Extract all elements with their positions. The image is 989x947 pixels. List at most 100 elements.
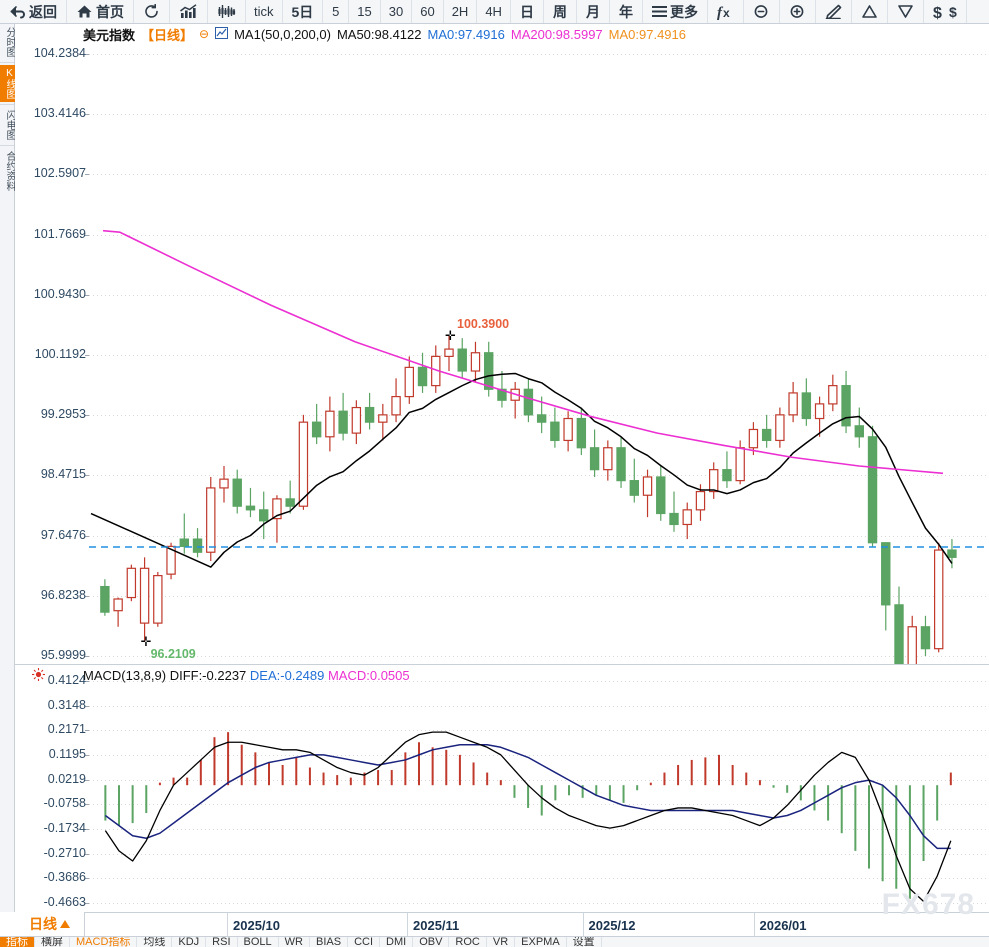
home-button[interactable]: 首页 [67,0,134,23]
y-tick [85,853,89,855]
draw-triangle-up-button[interactable] [852,0,888,23]
collapse-icon[interactable]: ⊖ [199,27,210,41]
currency-button[interactable]: $ $ [924,0,967,23]
gridline [89,174,989,176]
bottom-bar-item-5[interactable]: RSI [206,937,238,947]
y-tick [85,595,89,597]
period-year-button[interactable]: 年 [610,0,643,23]
zoom-in-button[interactable] [780,0,816,23]
svg-text:f: f [717,5,724,20]
period-30min-button[interactable]: 30 [381,0,413,23]
bottom-bar-item-6[interactable]: BOLL [238,937,279,947]
draw-pencil-button[interactable] [816,0,852,23]
x-axis-label: 2025/11 [413,918,460,933]
y-tick [85,234,89,236]
annotation-marker: ✛ [445,328,456,344]
y-axis-label: 104.2384 [33,46,86,60]
bottom-bar-item-13[interactable]: VR [487,937,516,947]
chart-type-bar-button[interactable] [170,0,208,23]
period-tick-button[interactable]: tick [246,0,283,23]
period-60min-button[interactable]: 60 [412,0,444,23]
ma200-value: MA200:98.5997 [510,26,603,42]
price-chart-pane[interactable]: 美元指数 【日线】 ⊖ MA1(50,0,200,0) MA50:98.4122… [15,24,989,708]
y-tick [85,656,89,657]
period-2h-button[interactable]: 2H [444,0,478,23]
bottom-bar-item-2[interactable]: MACD指标 [70,937,138,947]
bottom-bar-item-12[interactable]: ROC [449,937,487,947]
period-5day-button[interactable]: 5日 [283,0,324,23]
macd-dea-value: DEA:-0.2489 [249,668,325,683]
gridline [89,354,989,356]
bottom-bar-item-4[interactable]: KDJ [172,937,207,947]
y-axis-label: 96.8238 [40,587,86,602]
svg-text:$: $ [933,5,942,20]
macd-y-axis-label: -0.0758 [43,796,86,811]
symbol-name: 美元指数 [83,27,136,43]
y-axis-label: 103.4146 [33,106,86,121]
gridline [89,294,989,296]
indicator-icon[interactable] [215,26,229,42]
macd-pane[interactable]: MACD(13,8,9) DIFF:-0.2237 DEA:-0.2489 MA… [15,664,989,912]
sidebar-item-contract[interactable]: 合约资料 [4,151,15,191]
y-tick [85,755,89,756]
more-button[interactable]: 更多 [643,0,708,23]
gridline [89,656,989,657]
symbol-period: 【日线】 [141,27,194,43]
triangle-up-icon [861,4,878,19]
bottom-bar-item-15[interactable]: 设置 [567,937,602,947]
bottom-bar-item-10[interactable]: DMI [380,937,414,947]
y-axis-label: 98.4715 [40,467,86,482]
y-tick [85,475,89,477]
x-tick [753,913,755,937]
period-week-button[interactable]: 周 [544,0,577,23]
sidebar-item-kline[interactable]: K线图 [0,65,15,102]
zoom-out-button[interactable] [744,0,780,23]
y-axis-label: 99.2953 [40,407,86,422]
sidebar-item-timeshare[interactable]: 分时图 [4,27,15,57]
period-4h-button[interactable]: 4H [477,0,511,23]
period-5min-button[interactable]: 5 [323,0,350,23]
refresh-button[interactable] [134,0,170,23]
period-2h-button-label: 2H [451,4,469,19]
bottom-bar-item-7[interactable]: WR [279,937,310,947]
macd-y-axis-label: -0.4663 [43,895,86,909]
gridline [89,804,989,806]
gridline [89,114,989,116]
period-5min-button-label: 5 [332,4,340,19]
y-tick [85,705,89,707]
bottom-bar-item-0[interactable]: 指标 [0,937,35,947]
bottom-bar-item-14[interactable]: EXPMA [515,937,567,947]
bottom-bar-item-3[interactable]: 均线 [137,937,173,947]
x-axis-label: 2026/01 [759,918,807,933]
arrow-left-icon [9,4,26,19]
macd-y-axis-label: 0.3148 [47,697,86,712]
bottom-bar-item-8[interactable]: BIAS [310,937,349,947]
period-5day-button-label: 5日 [291,3,314,20]
period-15min-button[interactable]: 15 [349,0,381,23]
bottom-bar-item-1[interactable]: 横屏 [35,937,70,947]
y-tick [85,54,89,55]
period-tick-button-label: tick [254,4,274,19]
y-tick [85,354,89,356]
y-tick [85,174,89,176]
period-year-button-label: 年 [618,3,633,20]
bottom-indicator-bar: 指标 横屏 MACD指标 均线 KDJ RSI BOLL WR BIAS CCI DMI OBV ROC… [0,936,989,947]
bottom-bar-item-9[interactable]: CCI [348,937,381,947]
period-month-button[interactable]: 月 [577,0,610,23]
sidebar-divider [0,145,14,146]
gridline [89,535,989,537]
y-tick [85,730,89,732]
bottom-bar-item-11[interactable]: OBV [413,937,450,947]
y-tick [85,903,89,904]
back-button[interactable]: 返回 [0,0,67,23]
y-axis-label: 101.7669 [33,226,86,241]
settings-sun-icon[interactable] [32,668,45,686]
top-toolbar: 返回 首页 tick 5日 5 15 30 60 2H 4H 日周月年更多 f x $ $ [0,0,989,24]
sidebar-item-flash[interactable]: 闪电图 [4,110,15,140]
draw-triangle-down-button[interactable] [888,0,924,23]
x-tick [407,913,408,937]
period-selector[interactable]: 日线 [15,912,85,936]
chart-type-candle-button[interactable] [208,0,246,23]
period-day-button[interactable]: 日 [511,0,544,23]
